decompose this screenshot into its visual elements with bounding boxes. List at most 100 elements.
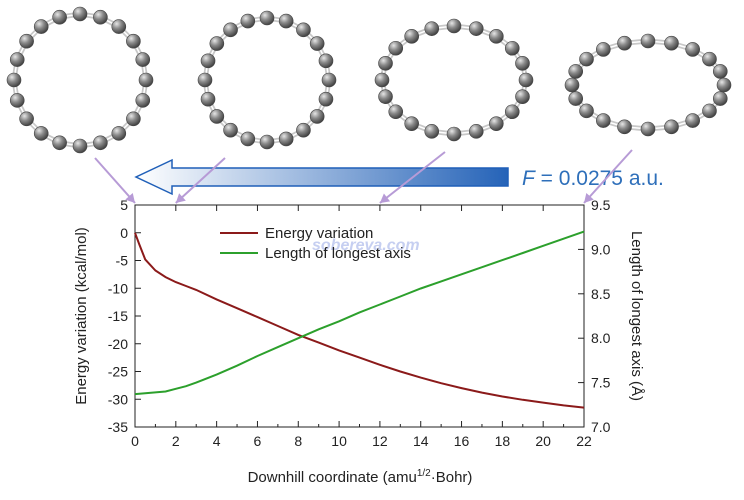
y-tick-label: -10 xyxy=(108,280,128,296)
x-tick-label: 10 xyxy=(331,433,347,449)
carbon-atom xyxy=(564,77,580,93)
carbon-atom xyxy=(617,35,632,51)
carbon-atom xyxy=(126,33,141,49)
molecule-ring xyxy=(197,10,337,150)
carbon-atom xyxy=(209,109,225,124)
x-axis-label: Downhill coordinate (amu1/2·Bohr) xyxy=(248,468,473,486)
carbon-atom xyxy=(318,53,334,69)
carbon-atom xyxy=(712,64,728,79)
carbon-atom xyxy=(19,33,34,49)
carbon-atom xyxy=(200,53,216,69)
carbon-atom xyxy=(489,116,504,131)
pointer-arrowhead xyxy=(175,193,186,203)
y-axis-right: 9.5 9.0 8.5 8.0 7.5 7.0 xyxy=(578,197,611,435)
y-axis-label-left: Energy variation (kcal/mol) xyxy=(73,227,90,405)
y-tick-label: -30 xyxy=(108,391,128,407)
x-tick-label: 22 xyxy=(576,433,592,449)
y-tick-label: -15 xyxy=(108,308,128,324)
carbon-atom xyxy=(664,119,679,135)
carbon-atom xyxy=(489,29,504,44)
carbon-atom xyxy=(468,124,484,139)
pointer-line xyxy=(175,157,226,204)
pointer-line xyxy=(379,151,446,204)
carbon-atom xyxy=(617,119,632,135)
carbon-atom xyxy=(388,40,404,56)
y-tick-label: -35 xyxy=(108,419,128,435)
y2-tick-label: 7.5 xyxy=(591,375,611,391)
carbon-atom xyxy=(296,22,311,38)
carbon-atom xyxy=(321,72,337,88)
y-tick-label: 5 xyxy=(120,197,128,213)
series-lines xyxy=(134,230,585,409)
carbon-atom xyxy=(52,135,67,151)
carbon-atom xyxy=(223,22,238,38)
x-axis-label-sup: 1/2 xyxy=(417,468,431,479)
direction-arrow xyxy=(134,158,509,196)
carbon-atom xyxy=(712,91,728,106)
carbon-atom xyxy=(378,89,393,104)
carbon-atom xyxy=(33,19,49,34)
carbon-atom xyxy=(135,93,151,108)
legend-label-length: Length of longest axis xyxy=(265,245,411,262)
y-tick-label: -25 xyxy=(108,364,128,380)
pointer-arrowhead xyxy=(125,192,135,203)
x-tick-label: 18 xyxy=(495,433,511,449)
carbon-atom xyxy=(685,42,700,57)
carbon-atom xyxy=(504,104,520,120)
carbon-atom xyxy=(446,126,462,142)
y2-tick-label: 9.0 xyxy=(591,241,611,257)
carbon-atom xyxy=(640,121,656,137)
x-tick-label: 2 xyxy=(172,433,180,449)
carbon-atom xyxy=(9,52,25,67)
carbon-atom xyxy=(240,13,256,29)
molecule-ring xyxy=(374,18,534,142)
carbon-atom xyxy=(388,104,404,120)
carbon-atom xyxy=(111,19,127,34)
carbon-atom xyxy=(33,126,49,141)
field-strength-label: F = 0.0275 a.u. xyxy=(522,167,664,190)
field-value: = 0.0275 a.u. xyxy=(535,167,664,190)
y-tick-label: -5 xyxy=(116,253,129,269)
carbon-atom xyxy=(596,42,611,57)
carbon-atom xyxy=(504,40,520,56)
carbon-atom xyxy=(424,21,440,36)
carbon-atom xyxy=(374,72,390,88)
molecule-structures xyxy=(6,6,732,154)
series-energy-line xyxy=(134,232,585,409)
carbon-atom xyxy=(200,91,216,107)
x-tick-label: 14 xyxy=(413,433,429,449)
x-tick-label: 12 xyxy=(372,433,388,449)
carbon-atom xyxy=(702,103,717,119)
molecule-ring xyxy=(6,6,154,154)
x-tick-label: 4 xyxy=(213,433,221,449)
carbon-atom xyxy=(223,122,238,138)
carbon-atom xyxy=(93,135,108,151)
carbon-atom xyxy=(309,109,325,124)
carbon-atom xyxy=(685,113,700,128)
carbon-atom xyxy=(318,91,334,107)
carbon-atom xyxy=(19,111,34,127)
field-symbol: F xyxy=(522,167,536,190)
x-axis-label-main: Downhill coordinate (amu xyxy=(248,469,417,486)
y2-tick-label: 9.5 xyxy=(591,197,611,213)
carbon-atom xyxy=(515,56,530,71)
carbon-atom xyxy=(138,72,154,88)
watermark: sobereva.com xyxy=(312,237,420,254)
x-axis: 0 2 4 6 8 10 12 14 16 18 20 22 xyxy=(131,205,592,449)
y2-tick-label: 7.0 xyxy=(591,419,611,435)
x-tick-label: 0 xyxy=(131,433,139,449)
pointer-arrowhead xyxy=(379,193,391,203)
carbon-atom xyxy=(259,10,275,26)
carbon-atom xyxy=(209,36,225,51)
carbon-atom xyxy=(378,56,393,71)
molecule-ring xyxy=(564,33,732,137)
carbon-atom xyxy=(664,35,679,51)
carbon-atom xyxy=(702,51,717,67)
pointer-line xyxy=(583,149,633,204)
carbon-atom xyxy=(468,21,484,36)
carbon-atom xyxy=(72,138,88,154)
carbon-atom xyxy=(596,113,611,128)
carbon-atom xyxy=(568,91,584,106)
carbon-atom xyxy=(259,134,275,150)
